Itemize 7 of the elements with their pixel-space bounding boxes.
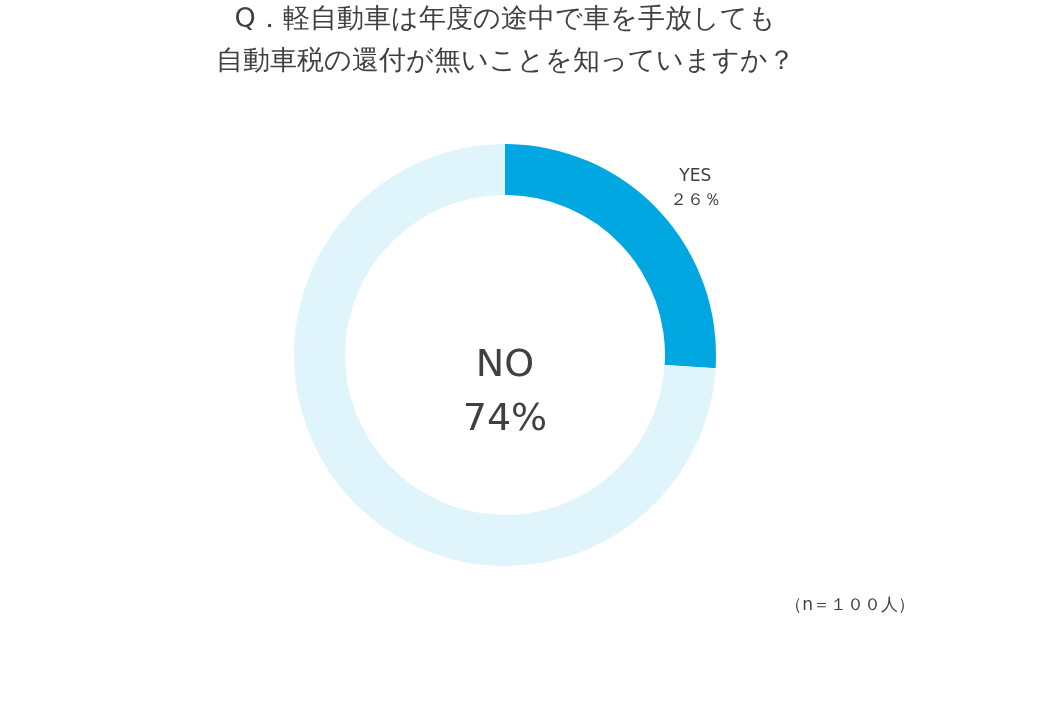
data-label: 74%: [462, 395, 548, 439]
data-label: ２６％: [669, 189, 721, 210]
slice-label: NO: [475, 341, 535, 385]
text: （n＝１００人）: [785, 594, 915, 614]
slice-label: YES: [678, 165, 712, 186]
text: 自動車税の還付が無いことを知っていますか？: [215, 44, 795, 75]
text: Q．軽自動車は年度の途中で車を手放しても: [234, 2, 776, 33]
